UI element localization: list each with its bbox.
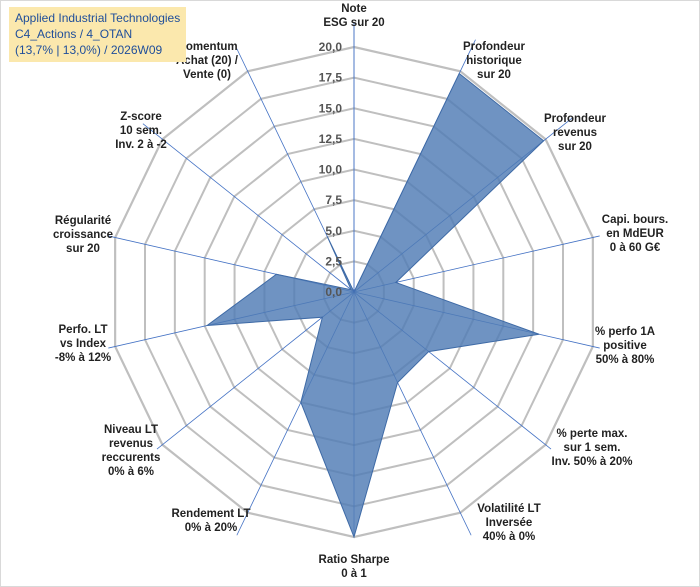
- axis-label-13-line-1: Achat (20) /: [176, 55, 239, 67]
- axis-label-4-line-2: 50% à 80%: [596, 354, 655, 366]
- tick-label-3: 7,5: [325, 193, 342, 207]
- axis-label-1-line-1: historique: [466, 55, 522, 67]
- tick-label-2: 5,0: [325, 224, 342, 238]
- axis-label-0: Note ESG sur 20: [323, 3, 384, 29]
- axis-label-9-line-3: 0% à 6%: [108, 466, 154, 478]
- axis-label-2-line-0: Profondeur: [544, 113, 606, 125]
- tick-label-0: 0,0: [325, 285, 342, 299]
- axis-label-5: % perte max. sur 1 sem. Inv. 50% à 20%: [552, 428, 633, 468]
- axis-label-3-line-1: en MdEUR: [606, 228, 664, 240]
- axis-label-8-line-1: 0% à 20%: [185, 522, 237, 534]
- axis-label-4: % perfo 1A positive 50% à 80%: [595, 326, 655, 366]
- tick-label-6: 15,0: [319, 101, 343, 115]
- tick-label-1: 2,5: [325, 254, 342, 268]
- axis-label-8-line-0: Rendement LT: [171, 508, 250, 520]
- title-line-company: Applied Industrial Technologies: [15, 11, 181, 25]
- axis-label-3-line-2: 0 à 60 G€: [610, 242, 661, 254]
- axis-label-13: Momentum Achat (20) / Vente (0): [176, 41, 239, 81]
- data-series-area: [205, 72, 545, 539]
- title-line-category: C4_Actions / 4_OTAN: [15, 27, 133, 41]
- axis-label-9-line-0: Niveau LT: [104, 424, 158, 436]
- axis-label-2-line-1: revenus: [553, 127, 597, 139]
- axis-label-12-line-1: 10 sem.: [120, 125, 162, 137]
- title-line-stats: (13,7% | 13,0%) / 2026W09: [15, 43, 163, 57]
- axis-label-4-line-0: % perfo 1A: [595, 326, 655, 338]
- axis-label-5-line-1: sur 1 sem.: [564, 442, 621, 454]
- axis-label-11-line-1: croissance: [53, 229, 113, 241]
- axis-label-2: Profondeur revenus sur 20: [544, 113, 606, 153]
- axis-label-4-line-1: positive: [603, 340, 646, 352]
- axis-label-1: Profondeur historique sur 20: [463, 41, 525, 81]
- axis-label-2-line-2: sur 20: [558, 141, 592, 153]
- tick-label-8: 20,0: [319, 40, 343, 54]
- axis-label-10-line-2: -8% à 12%: [55, 352, 111, 364]
- axis-label-5-line-0: % perte max.: [557, 428, 628, 440]
- tick-label-5: 12,5: [319, 132, 343, 146]
- axis-label-9: Niveau LT revenus reccurents 0% à 6%: [102, 424, 161, 478]
- axis-label-10-line-1: vs Index: [60, 338, 107, 350]
- axis-label-11: Régularité croissance sur 20: [53, 215, 113, 255]
- axis-label-6: Volatilité LT Inversée 40% à 0%: [477, 503, 540, 543]
- axis-label-13-line-2: Vente (0): [183, 69, 231, 81]
- chart-title: Applied Industrial Technologies C4_Actio…: [9, 7, 187, 62]
- tick-label-4: 10,0: [319, 163, 343, 177]
- tick-label-7: 17,5: [319, 71, 343, 85]
- axis-label-3: Capi. bours. en MdEUR 0 à 60 G€: [602, 214, 668, 254]
- axis-label-13-line-0: Momentum: [176, 41, 237, 53]
- axis-label-9-line-2: reccurents: [102, 452, 161, 464]
- axis-label-0-line-0: Note: [341, 3, 367, 15]
- axis-label-0-line-1: ESG sur 20: [323, 17, 384, 29]
- axis-label-8: Rendement LT 0% à 20%: [171, 508, 250, 534]
- axis-label-7-line-0: Ratio Sharpe: [319, 554, 390, 566]
- axis-label-1-line-2: sur 20: [477, 69, 511, 81]
- spoke-9: [156, 291, 355, 450]
- axis-label-10-line-0: Perfo. LT: [59, 324, 108, 336]
- axis-label-3-line-0: Capi. bours.: [602, 214, 668, 226]
- axis-label-6-line-0: Volatilité LT: [477, 503, 540, 515]
- axis-label-12-line-0: Z-score: [120, 111, 162, 123]
- spoke-12: [142, 123, 355, 293]
- axis-label-7: Ratio Sharpe 0 à 1: [319, 554, 390, 580]
- axis-label-6-line-2: 40% à 0%: [483, 531, 535, 543]
- axis-label-1-line-0: Profondeur: [463, 41, 525, 53]
- axis-label-10: Perfo. LT vs Index -8% à 12%: [55, 324, 111, 364]
- axis-label-11-line-2: sur 20: [66, 243, 100, 255]
- axis-label-11-line-0: Régularité: [55, 215, 111, 227]
- axis-label-12: Z-score 10 sem. Inv. 2 à -2: [115, 111, 167, 151]
- axis-label-5-line-2: Inv. 50% à 20%: [552, 456, 633, 468]
- axis-label-6-line-1: Inversée: [486, 517, 533, 529]
- axis-label-12-line-2: Inv. 2 à -2: [115, 139, 167, 151]
- axis-label-7-line-1: 0 à 1: [341, 568, 367, 580]
- axis-label-9-line-1: revenus: [109, 438, 153, 450]
